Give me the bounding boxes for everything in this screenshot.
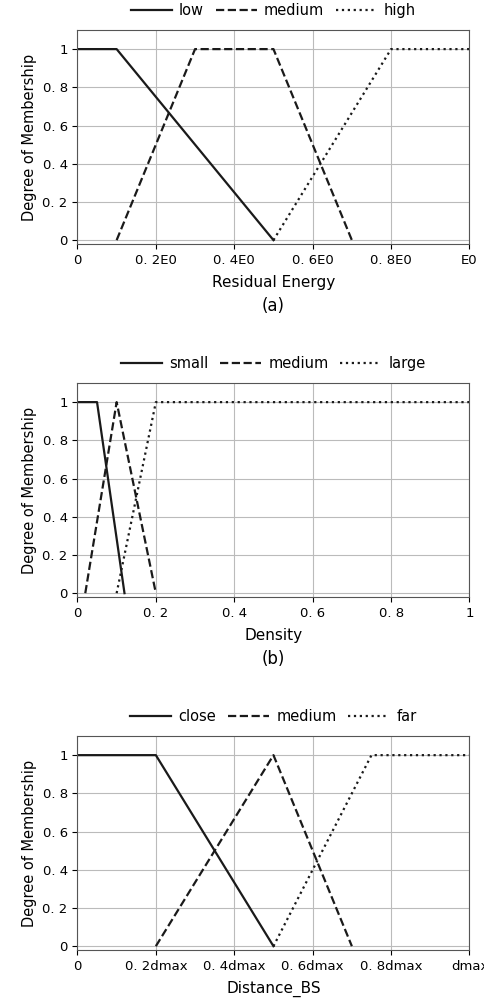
Line: far: far — [273, 755, 469, 946]
large — [153, 396, 159, 408]
high — [467, 43, 472, 55]
large — [467, 396, 472, 408]
far — [467, 749, 472, 761]
X-axis label: Residual Energy: Residual Energy — [212, 275, 335, 290]
far — [271, 940, 276, 952]
low — [75, 43, 80, 55]
medium — [82, 587, 88, 599]
small — [75, 396, 80, 408]
Legend: small, medium, large: small, medium, large — [121, 356, 426, 371]
medium — [271, 749, 276, 761]
medium — [349, 940, 355, 952]
Line: large: large — [117, 402, 469, 593]
medium — [153, 587, 159, 599]
Line: medium: medium — [156, 755, 352, 946]
close — [75, 749, 80, 761]
medium — [153, 940, 159, 952]
close — [153, 749, 159, 761]
Line: medium: medium — [117, 49, 352, 240]
close — [271, 940, 276, 952]
X-axis label: Distance_BS: Distance_BS — [226, 981, 321, 997]
low — [114, 43, 120, 55]
medium — [192, 43, 198, 55]
Line: small: small — [77, 402, 124, 593]
Y-axis label: Degree of Membership: Degree of Membership — [22, 406, 37, 574]
medium — [114, 234, 120, 246]
Line: medium: medium — [85, 402, 156, 593]
medium — [271, 43, 276, 55]
Text: (a): (a) — [262, 297, 285, 315]
Line: close: close — [77, 755, 273, 946]
small — [94, 396, 100, 408]
large — [114, 587, 120, 599]
Legend: low, medium, high: low, medium, high — [131, 3, 416, 18]
medium — [114, 396, 120, 408]
medium — [114, 396, 120, 408]
small — [121, 587, 127, 599]
Y-axis label: Degree of Membership: Degree of Membership — [22, 759, 37, 927]
Line: low: low — [77, 49, 273, 240]
far — [369, 749, 375, 761]
Line: high: high — [273, 49, 469, 240]
medium — [271, 749, 276, 761]
Legend: close, medium, far: close, medium, far — [131, 709, 416, 724]
Text: (b): (b) — [262, 650, 285, 668]
high — [388, 43, 394, 55]
high — [271, 234, 276, 246]
X-axis label: Density: Density — [244, 628, 302, 643]
low — [271, 234, 276, 246]
Y-axis label: Degree of Membership: Degree of Membership — [22, 53, 37, 221]
medium — [349, 234, 355, 246]
